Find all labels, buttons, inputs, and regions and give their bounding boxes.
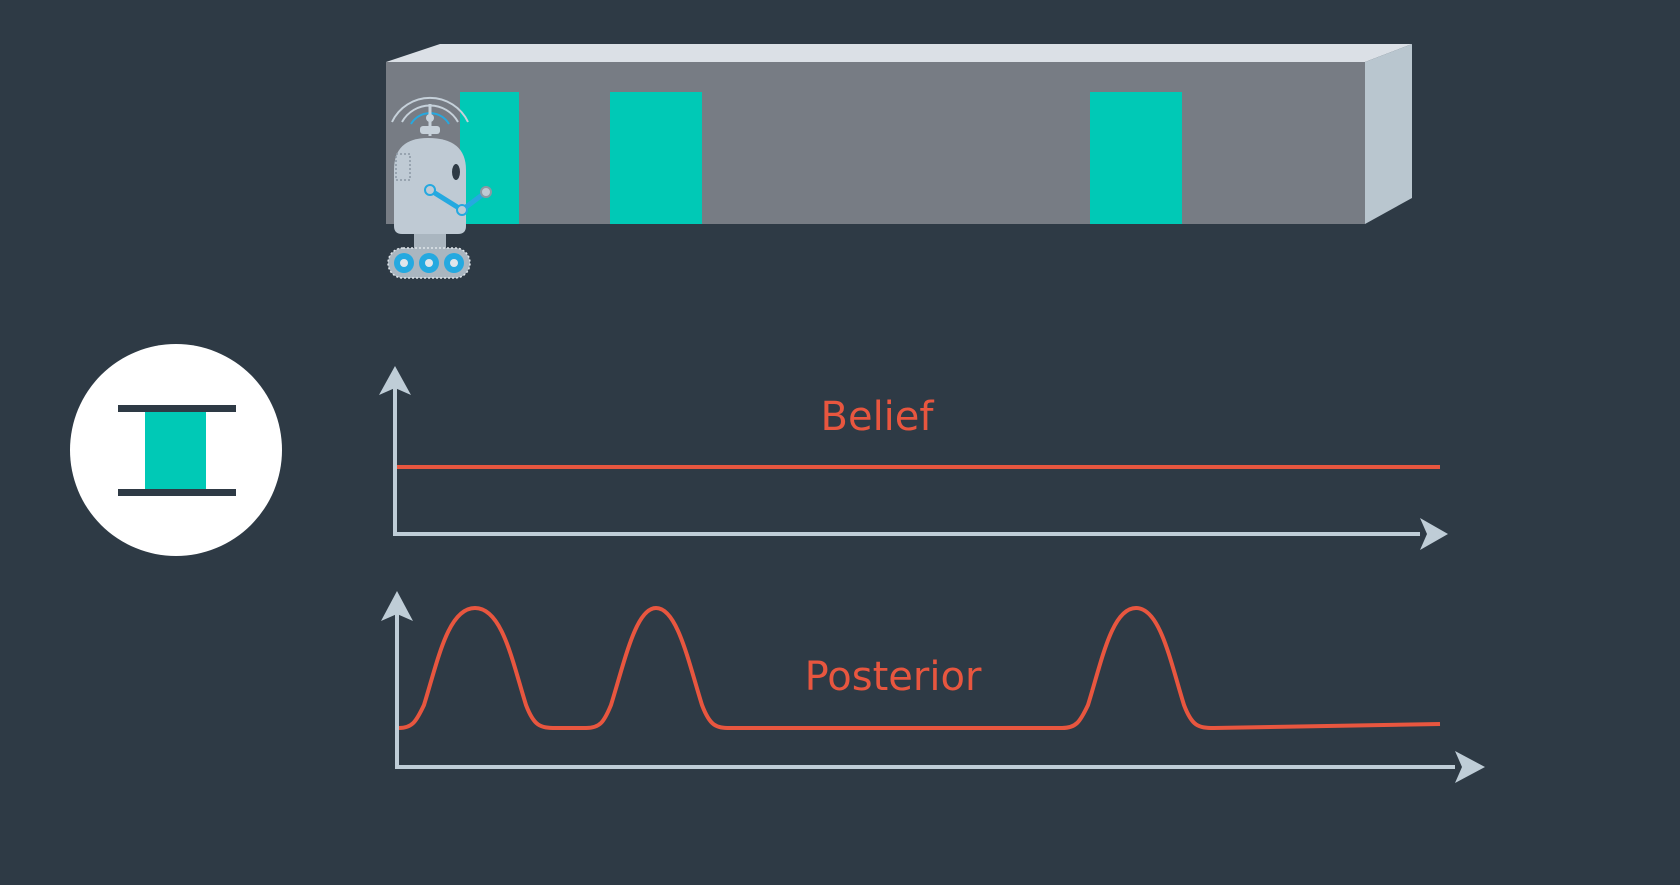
posterior-y-arrowhead: [381, 591, 413, 621]
posterior-plot: Posterior: [381, 591, 1485, 783]
door-3: [1090, 92, 1182, 224]
belief-label: Belief: [821, 394, 935, 440]
corridor-top-face: [386, 44, 1412, 62]
robot-icon: [387, 96, 492, 279]
belief-y-arrowhead: [379, 366, 411, 395]
sensor-bottom-bar: [118, 489, 236, 496]
belief-x-arrowhead: [1420, 518, 1448, 550]
corridor: [386, 44, 1412, 224]
sensor-door: [145, 412, 206, 489]
belief-plot: Belief: [379, 366, 1448, 550]
posterior-label: Posterior: [805, 654, 982, 700]
door-sensor-icon: [70, 344, 282, 556]
posterior-x-arrowhead: [1455, 751, 1485, 783]
sensor-top-bar: [118, 405, 236, 412]
corridor-side-face: [1365, 44, 1412, 224]
door-2: [610, 92, 702, 224]
corridor-front-wall: [386, 62, 1365, 224]
posterior-curve: [398, 605, 1441, 731]
